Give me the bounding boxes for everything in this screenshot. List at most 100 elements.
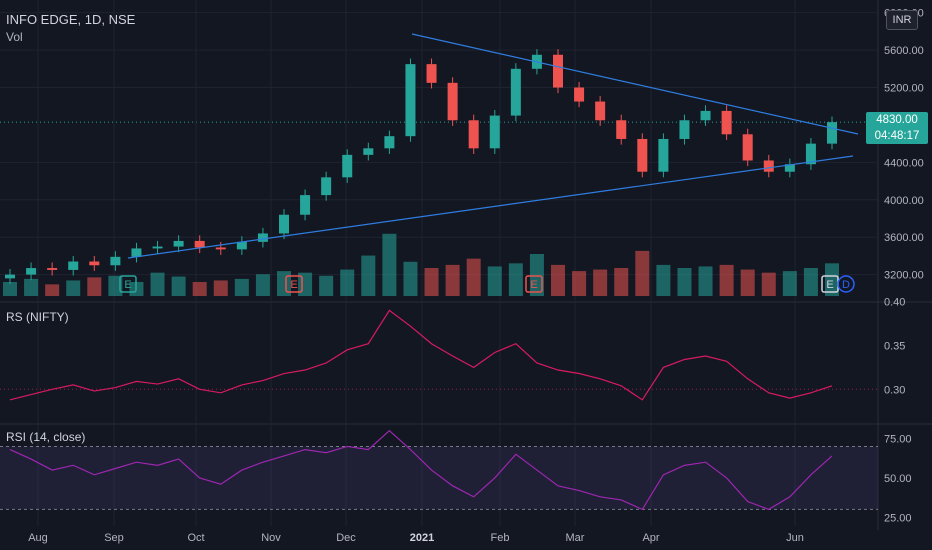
earnings-marker: E (285, 275, 303, 293)
candle-body (405, 64, 416, 137)
last-price-tag: 4830.00 04:48:17 (866, 112, 928, 144)
candle-body (763, 160, 774, 172)
volume-bar (803, 268, 818, 296)
candle-body (89, 261, 100, 266)
time-tick-label: Aug (28, 532, 48, 544)
trendline-resistance (411, 33, 859, 135)
rsi-panel (0, 429, 878, 511)
candle-body (131, 248, 142, 257)
candle-body (47, 268, 58, 270)
currency-badge[interactable]: INR (886, 10, 918, 30)
time-tick-label: Jun (786, 532, 804, 544)
event-letter: E (826, 279, 833, 291)
candle-body (742, 134, 753, 161)
candle-body (447, 82, 458, 121)
volume-bar (66, 280, 81, 296)
volume-bar (487, 266, 502, 296)
volume-bar (614, 268, 629, 296)
volume-bar (171, 276, 186, 296)
volume-bar (656, 264, 671, 296)
volume-label: Vol (6, 30, 23, 44)
candle-body (468, 120, 479, 149)
time-tick-label: Mar (566, 532, 585, 544)
time-tick-label: Dec (336, 532, 356, 544)
volume-bar (740, 269, 755, 296)
candle-body (342, 154, 353, 178)
event-letter: E (530, 279, 537, 291)
candle-body (721, 110, 732, 135)
candle-body (68, 261, 79, 270)
event-letter: E (290, 279, 297, 291)
dividend-marker: D (837, 275, 855, 293)
rs-tick-label: 0.30 (884, 384, 905, 396)
rs-panel (0, 309, 878, 401)
last-price: 4830.00 (876, 114, 918, 126)
volume-bar (677, 268, 692, 296)
chart-title: INFO EDGE, 1D, NSE (6, 12, 136, 27)
volume-bar (445, 264, 460, 296)
rsi-tick-label: 75.00 (884, 434, 912, 446)
volume-bar (572, 271, 587, 296)
rsi-panel-label: RSI (14, close) (6, 430, 86, 444)
candle-body (489, 115, 500, 149)
time-tick-label: Apr (642, 532, 659, 544)
volume-bar (529, 254, 544, 296)
trendline-support (127, 155, 854, 259)
time-tick-label: Sep (104, 532, 124, 544)
event-letter: E (124, 279, 131, 291)
candle-body (553, 54, 563, 88)
volume-bar (466, 258, 481, 296)
candle-body (321, 177, 332, 196)
volume-bar (719, 264, 734, 296)
price-tick-label: 4000.00 (884, 195, 924, 207)
volume-bar (698, 266, 713, 296)
volume-bar (24, 278, 39, 296)
candle-body (300, 195, 311, 215)
volume-bar (635, 250, 650, 296)
volume-bar (213, 280, 228, 296)
volume-bar (382, 233, 397, 296)
volume-bar (825, 263, 839, 296)
candle-body (679, 120, 690, 139)
volume-bar (361, 255, 376, 296)
candle-body (426, 64, 437, 83)
rsi-line (9, 429, 833, 511)
price-tick-label: 5600.00 (884, 45, 924, 57)
bar-countdown: 04:48:17 (874, 130, 920, 142)
volume-bar (150, 272, 165, 296)
time-tick-label: 2021 (410, 532, 434, 544)
volume-bar (593, 269, 608, 296)
candle-body (805, 143, 816, 165)
volume-bar (3, 282, 17, 296)
candle-body (257, 233, 268, 242)
candle-body (110, 256, 121, 266)
rsi-tick-label: 50.00 (884, 473, 912, 485)
rs-tick-label: 0.40 (884, 297, 905, 309)
candle-body (616, 120, 627, 139)
price-tick-label: 4400.00 (884, 157, 924, 169)
candle-body (215, 247, 226, 250)
volume-bar (761, 272, 776, 296)
volume-bar (87, 277, 102, 296)
volume-bar (45, 284, 60, 296)
volume-bar (192, 282, 207, 296)
price-tick-label: 3600.00 (884, 232, 924, 244)
rsi-band (0, 446, 878, 510)
rsi-tick-label: 25.00 (884, 512, 912, 524)
volume-bar (255, 274, 270, 296)
volume-bar (234, 278, 249, 296)
time-tick-label: Nov (261, 532, 281, 544)
price-tick-label: 3200.00 (884, 270, 924, 282)
volume-bar (108, 275, 123, 296)
candle-body (827, 122, 837, 144)
candle-body (279, 214, 289, 234)
candle-body (194, 240, 205, 248)
candle-body (363, 148, 374, 155)
candle-body (384, 136, 395, 149)
volume-bar (319, 275, 334, 296)
candle-body (510, 68, 521, 116)
earnings-marker: E (119, 275, 137, 293)
candle-body (637, 138, 648, 172)
